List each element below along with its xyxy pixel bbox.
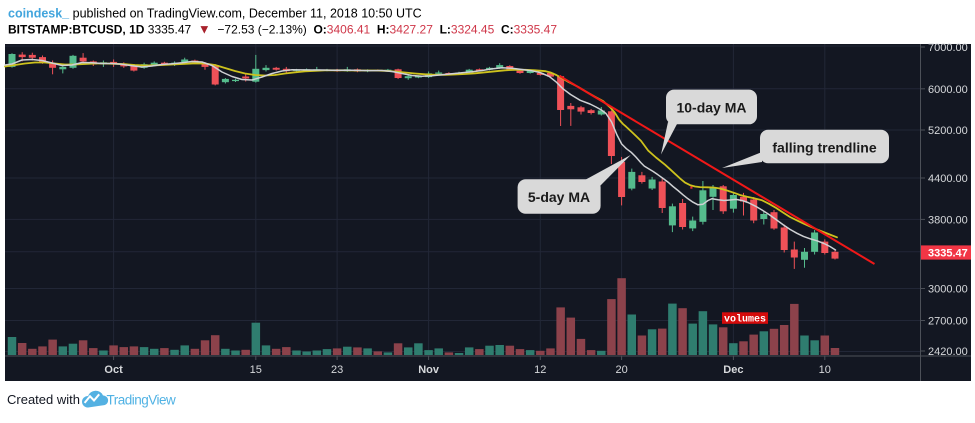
svg-text:3000.00: 3000.00 xyxy=(928,284,968,296)
svg-text:Created with: Created with xyxy=(7,392,80,407)
svg-text:3335.47: 3335.47 xyxy=(928,248,968,260)
svg-text:Nov: Nov xyxy=(418,364,440,376)
svg-text:5-day MA: 5-day MA xyxy=(528,189,590,205)
svg-text:2700.00: 2700.00 xyxy=(928,316,968,328)
svg-text:Oct: Oct xyxy=(104,364,123,376)
svg-text:12: 12 xyxy=(534,364,546,376)
svg-text:3800.00: 3800.00 xyxy=(928,214,968,226)
svg-text:2420.00: 2420.00 xyxy=(928,346,968,358)
svg-text:6000.00: 6000.00 xyxy=(928,84,968,96)
svg-text:Dec: Dec xyxy=(723,364,743,376)
svg-text:7000.00: 7000.00 xyxy=(928,42,968,54)
svg-text:20: 20 xyxy=(615,364,627,376)
svg-text:10-day MA: 10-day MA xyxy=(676,100,746,116)
svg-text:BITSTAMP:BTCUSD, 1D 3335.47 ▼: BITSTAMP:BTCUSD, 1D 3335.47 ▼ −72.53 (−2… xyxy=(8,22,557,37)
svg-text:volumes: volumes xyxy=(724,313,766,325)
svg-text:4400.00: 4400.00 xyxy=(928,173,968,185)
svg-text:23: 23 xyxy=(331,364,343,376)
svg-text:coindesk_ published on Trading: coindesk_ published on TradingView.com, … xyxy=(8,7,422,21)
svg-text:5200.00: 5200.00 xyxy=(928,125,968,137)
svg-text:TradingView: TradingView xyxy=(107,393,177,408)
svg-text:falling trendline: falling trendline xyxy=(772,139,876,155)
svg-text:10: 10 xyxy=(819,364,831,376)
svg-text:15: 15 xyxy=(250,364,262,376)
